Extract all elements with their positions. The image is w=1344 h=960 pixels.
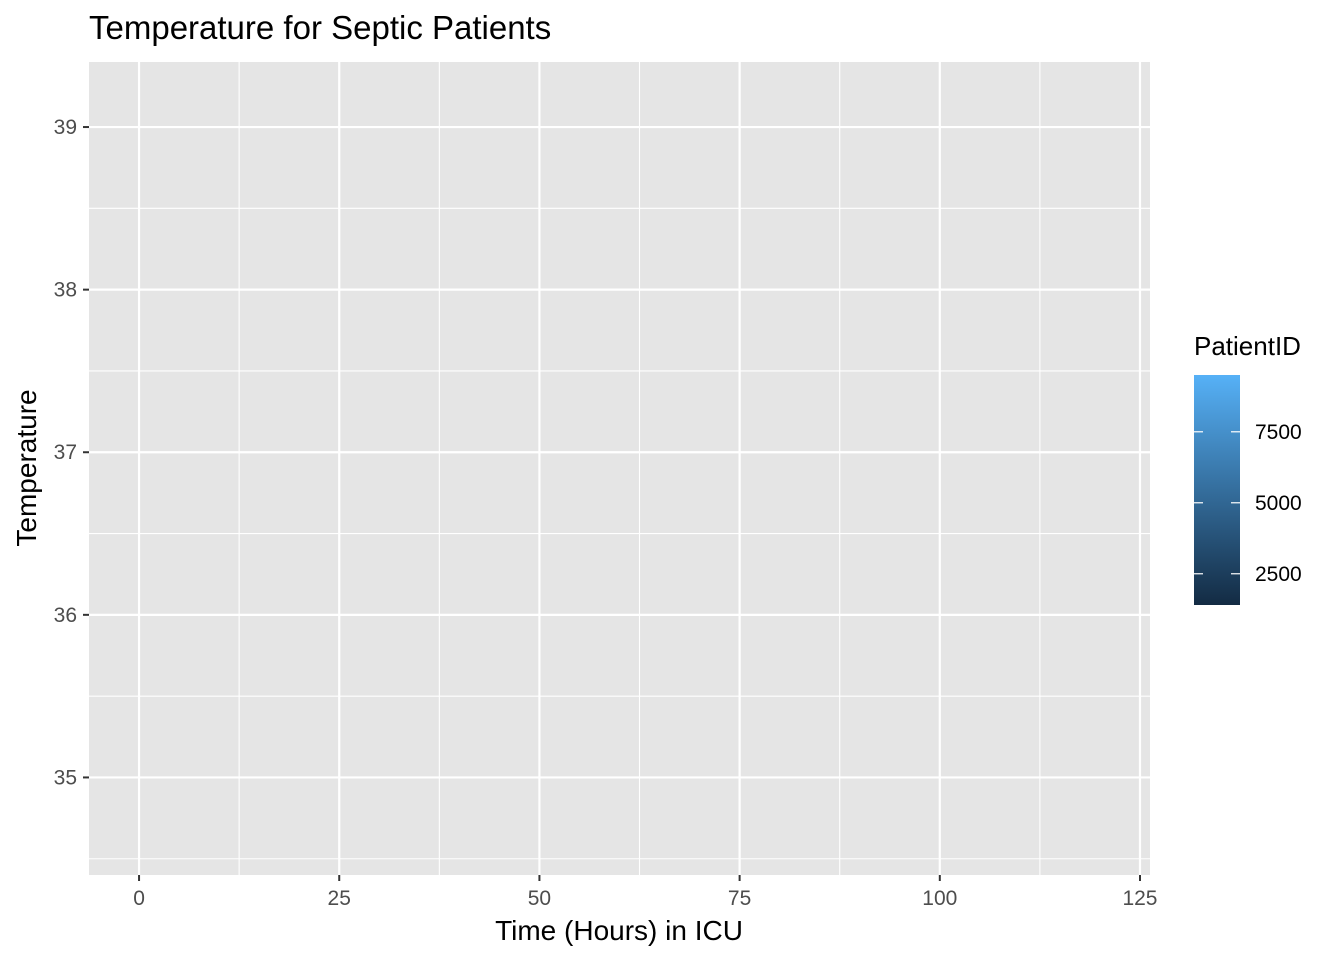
chart-title: Temperature for Septic Patients [89,9,551,46]
y-axis: 35 36 37 38 39 [54,116,89,789]
major-gridlines [89,62,1150,875]
x-tick-label: 100 [922,887,957,910]
plot-panel [89,62,1150,875]
colorbar-breaks: 2500 5000 7500 [1194,421,1302,586]
colorbar-break-label: 7500 [1255,421,1302,444]
minor-gridlines [89,62,1150,875]
y-tick-label: 36 [54,604,77,627]
y-tick-label: 38 [54,279,77,302]
y-axis-title: Temperature [11,389,42,546]
x-tick-label: 50 [528,887,551,910]
y-tick-label: 39 [54,116,77,139]
colorbar-break-label: 5000 [1255,492,1302,515]
x-tick-label: 75 [728,887,751,910]
colorbar [1194,375,1240,605]
x-tick-label: 0 [133,887,145,910]
colorbar-break-label: 2500 [1255,563,1302,586]
x-axis: 0 25 50 75 100 125 [133,875,1158,910]
y-tick-label: 37 [54,441,77,464]
x-axis-title: Time (Hours) in ICU [495,915,743,946]
legend: PatientID 2500 5000 7500 [1194,331,1302,605]
x-tick-label: 125 [1122,887,1157,910]
y-tick-label: 35 [54,766,77,789]
legend-title: PatientID [1194,331,1301,361]
x-tick-label: 25 [328,887,351,910]
